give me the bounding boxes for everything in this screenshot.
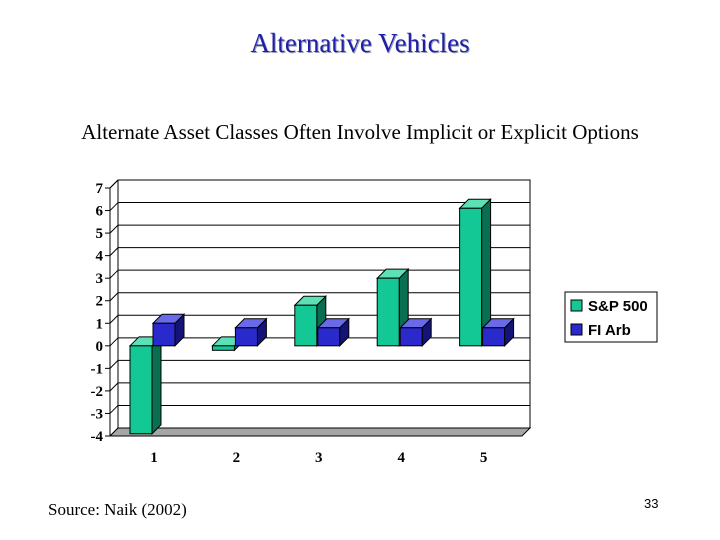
- y-tick-label: 0: [96, 339, 104, 355]
- gridline-side: [109, 314, 119, 324]
- y-tick-label: 5: [96, 226, 104, 242]
- slide-subtitle: Alternate Asset Classes Often Involve Im…: [81, 120, 639, 144]
- bar-front: [211, 345, 235, 351]
- bar-front: [294, 304, 318, 347]
- gridline-side: [109, 247, 119, 256]
- bar-series: [128, 198, 515, 435]
- bar-front: [152, 322, 176, 347]
- x-tick-label: 4: [397, 450, 405, 466]
- bar-fiarb-5: [481, 317, 515, 348]
- bar-front: [459, 207, 483, 347]
- floor-plane: [108, 427, 532, 437]
- y-tick-label: 4: [96, 249, 104, 265]
- y-axis: [105, 187, 110, 437]
- bar-sp500-1: [128, 335, 163, 435]
- legend-swatch: [570, 299, 583, 312]
- bar-front: [482, 327, 506, 347]
- gridline-side: [109, 292, 119, 302]
- gridline-side: [109, 269, 119, 279]
- y-tick-label: 6: [96, 204, 104, 220]
- y-tick-label: -1: [91, 361, 104, 377]
- bar-sp500-5: [458, 198, 492, 348]
- gridline-side: [109, 337, 119, 347]
- bar-side: [151, 335, 162, 435]
- y-tick-label: -2: [91, 384, 104, 400]
- y-tick-label: -3: [91, 406, 104, 422]
- x-tick-label: 1: [150, 450, 158, 466]
- page-number: 33: [644, 496, 659, 511]
- gridline-side: [109, 179, 119, 189]
- slide-title: Alternative Vehicles: [250, 28, 470, 58]
- gridline-side: [109, 382, 119, 392]
- x-tick-label: 3: [315, 450, 323, 466]
- bar-fiarb-3: [316, 317, 351, 348]
- bar-front: [376, 277, 400, 347]
- chart-legend: S&P 500 FI Arb: [564, 291, 658, 343]
- bar-front: [234, 327, 258, 347]
- y-tick-label: -4: [91, 429, 104, 445]
- bar-front: [399, 327, 423, 347]
- legend-label: S&P 500: [588, 298, 648, 315]
- source-citation: Source: Naik (2002): [48, 500, 187, 519]
- y-tick-label: 2: [96, 294, 104, 310]
- gridline-side: [109, 224, 119, 234]
- bar-front: [317, 327, 341, 347]
- y-tick-label: 3: [96, 271, 104, 287]
- bar-fiarb-1: [151, 313, 186, 348]
- gridline-side: [109, 360, 119, 369]
- x-tick-label: 2: [233, 450, 241, 466]
- legend-swatch: [570, 323, 583, 336]
- bar-fiarb-2: [234, 317, 268, 348]
- gridline-side: [109, 405, 119, 414]
- axis-labels: 7 6 5 4 3 2 1 0 -1 -2 -3 -4 1 2 3 4 5: [91, 181, 488, 466]
- legend-label: FI Arb: [588, 322, 631, 339]
- bar-fiarb-4: [398, 317, 433, 348]
- x-tick-label: 5: [480, 450, 488, 466]
- bar-front: [129, 345, 153, 435]
- chart-floor: [108, 427, 532, 437]
- y-tick-label: 1: [96, 316, 104, 332]
- gridline-side: [109, 202, 119, 211]
- y-tick-label: 7: [96, 181, 104, 197]
